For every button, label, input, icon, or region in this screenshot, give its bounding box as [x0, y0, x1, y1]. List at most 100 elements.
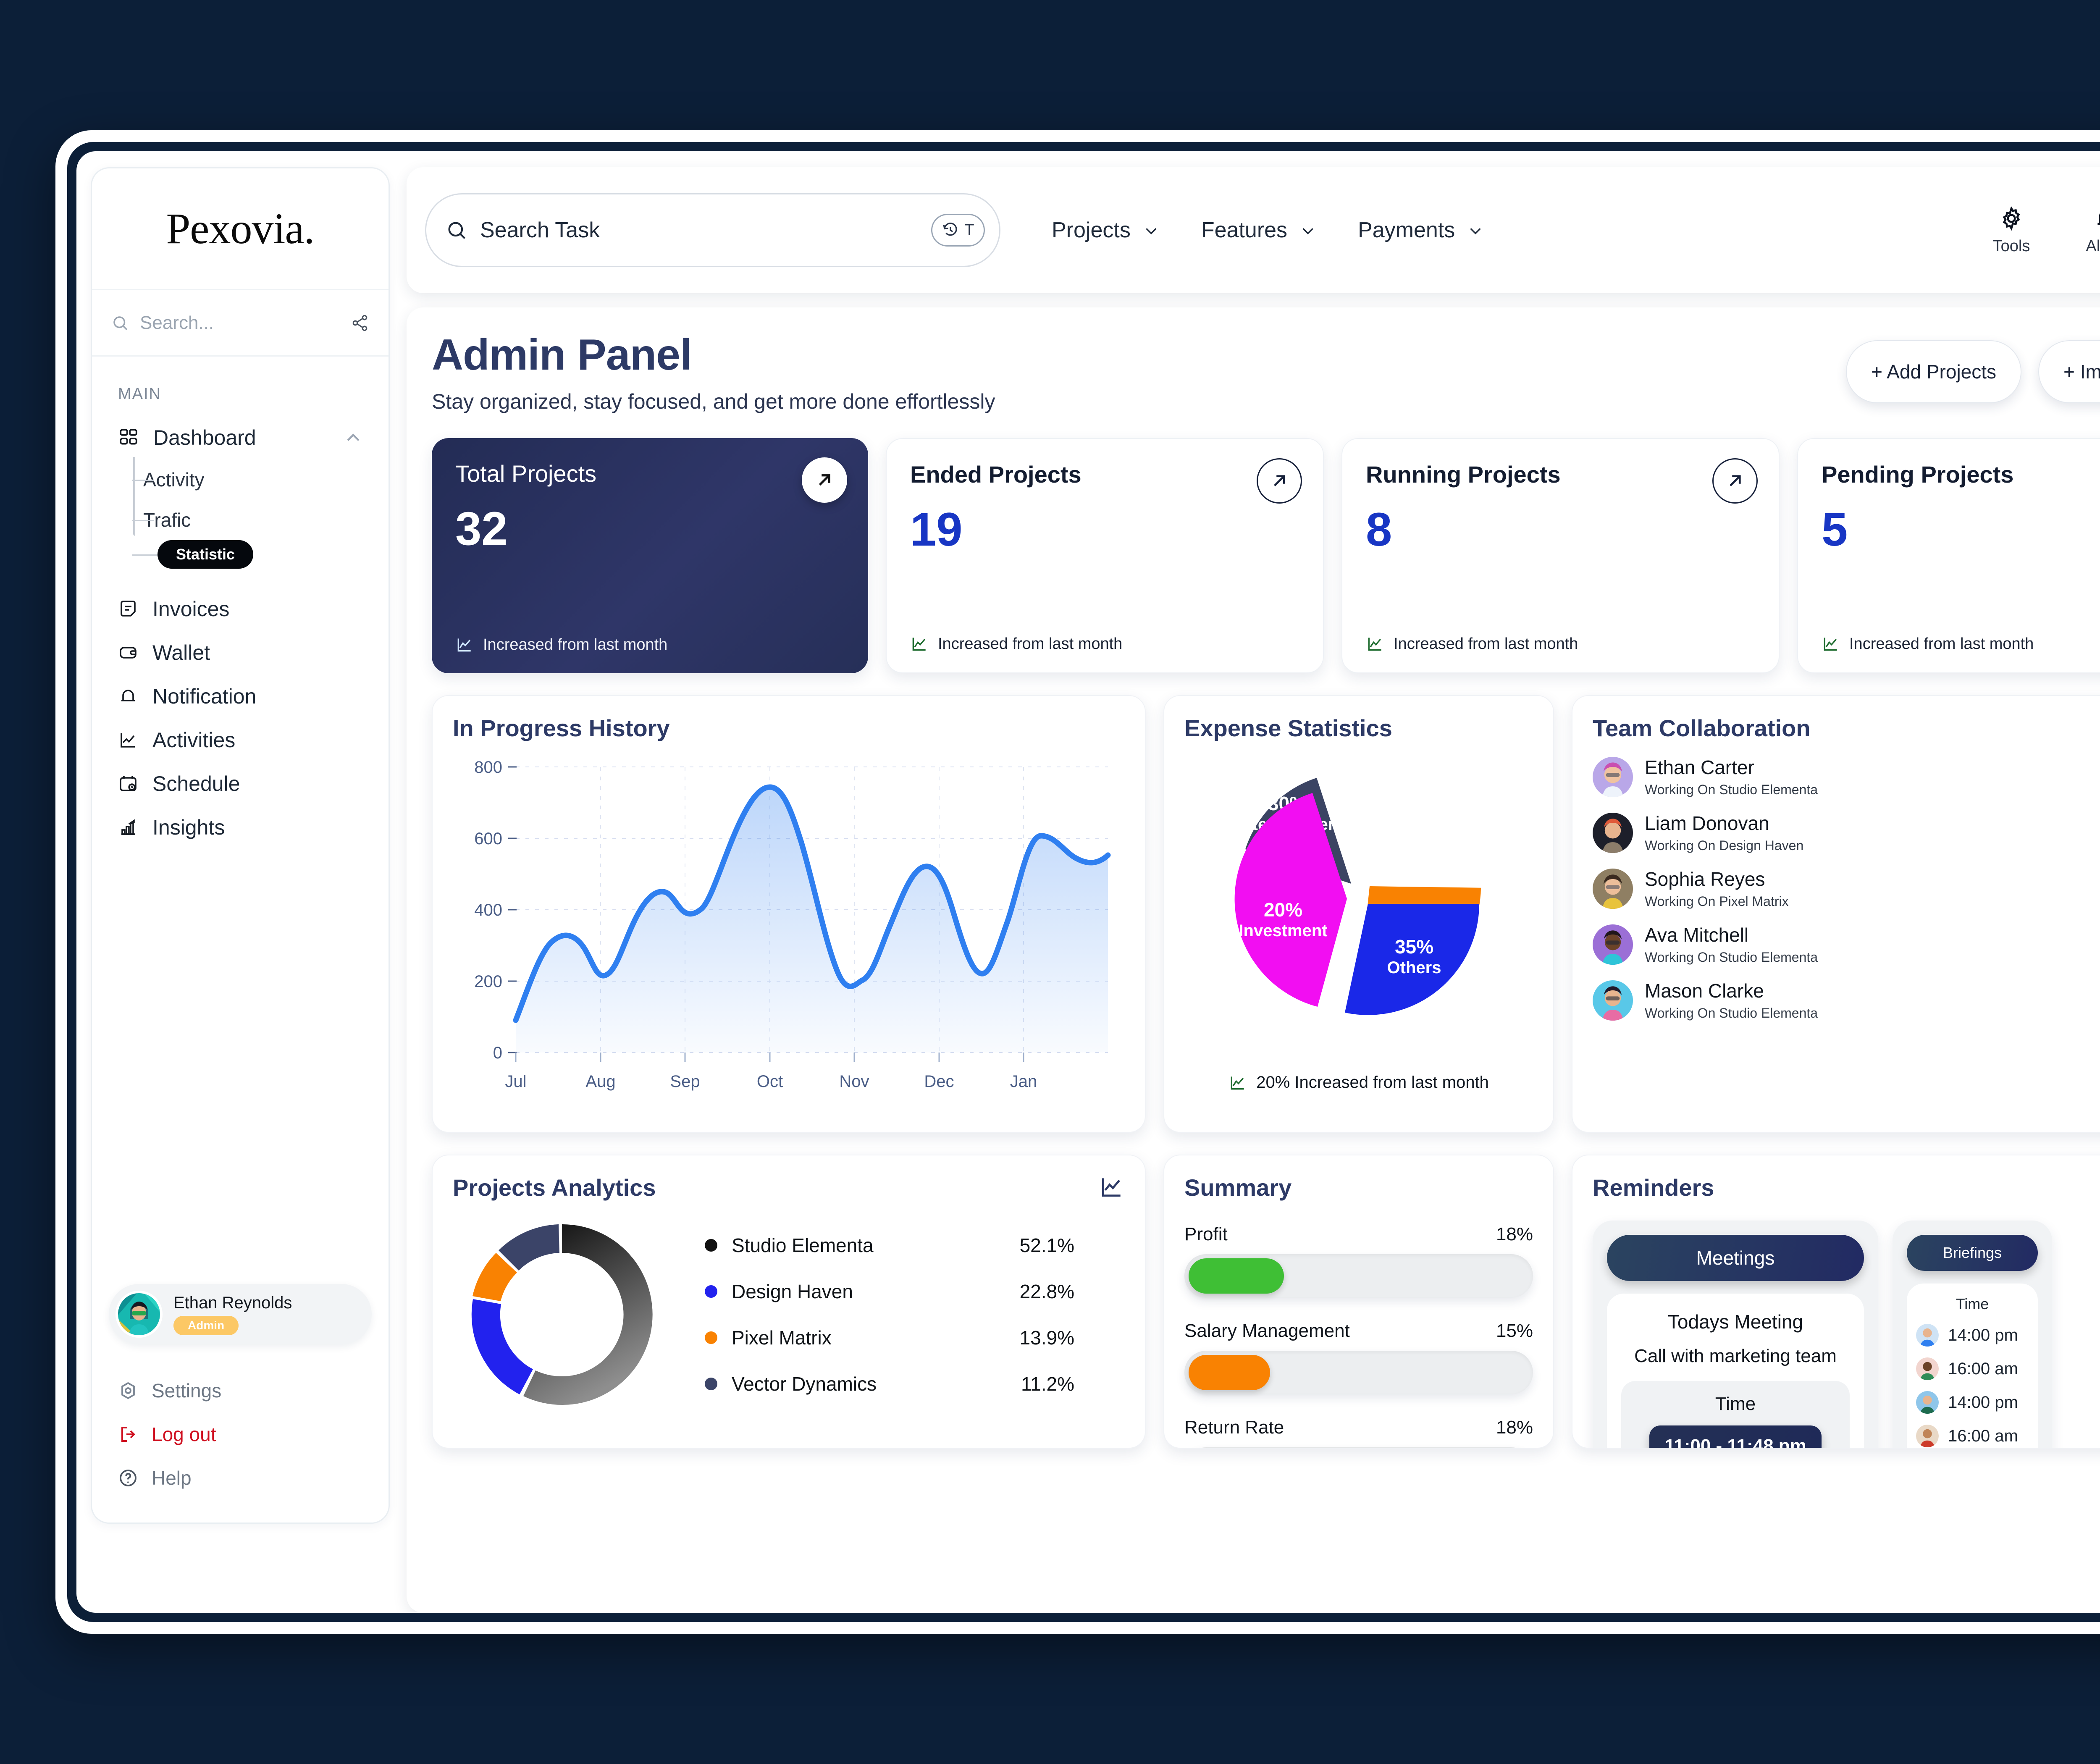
briefing-time: 14:00 pm	[1948, 1393, 2018, 1412]
list-item[interactable]: 14:00 pm	[1916, 1391, 2029, 1414]
svg-text:Jul: Jul	[505, 1072, 526, 1091]
svg-text:800: 800	[474, 758, 502, 777]
search-input[interactable]: Search Task T	[425, 193, 1000, 267]
list-item[interactable]: 16:00 am	[1916, 1425, 2029, 1447]
pie-slice-others[interactable]	[1345, 904, 1479, 1015]
legend-label: Vector Dynamics	[732, 1373, 877, 1395]
projects-analytics-donut	[471, 1224, 653, 1405]
stat-card-total-projects[interactable]: Total Projects 32 Increased from last mo…	[432, 438, 868, 673]
nav-payments[interactable]: Payments	[1338, 218, 1505, 243]
stat-value: 5	[1822, 503, 1848, 556]
svg-text:Sep: Sep	[670, 1072, 700, 1091]
stat-value: 32	[455, 502, 508, 555]
member-name: Liam Donovan	[1645, 812, 1769, 834]
open-arrow-icon[interactable]	[1712, 458, 1758, 504]
stat-card-ended-projects[interactable]: Ended Projects 19 Increased from last mo…	[886, 438, 1324, 673]
open-arrow-icon[interactable]	[802, 457, 847, 503]
donut-slice-studio-elementa[interactable]	[523, 1224, 653, 1405]
stat-card-running-projects[interactable]: Running Projects 8 Increased from last m…	[1341, 438, 1780, 673]
sidebar-item-dashboard[interactable]: Dashboard	[92, 416, 388, 459]
chevron-up-icon[interactable]	[342, 427, 364, 449]
dashboard-row-2: Projects Analytics	[432, 1155, 2100, 1449]
sidebar-profile[interactable]: Ethan Reynolds Admin	[109, 1284, 372, 1344]
panel-title: In Progress History	[453, 715, 670, 741]
chart-line-icon[interactable]	[1099, 1174, 1125, 1200]
search-shortcut-key: T	[964, 221, 974, 239]
sidebar-item-activity[interactable]: Activity	[132, 459, 388, 500]
meeting-time-chip[interactable]: 11:00 - 11:48 pm	[1649, 1425, 1822, 1448]
list-item[interactable]: 16:00 am	[1916, 1357, 2029, 1380]
sidebar-search[interactable]: Search...	[92, 290, 388, 357]
sidebar-item-settings[interactable]: Settings	[109, 1369, 372, 1412]
share-icon[interactable]	[351, 314, 369, 332]
svg-text:Jan: Jan	[1010, 1072, 1037, 1091]
svg-text:Oct: Oct	[757, 1072, 783, 1091]
panel-title: Team Collaboration	[1593, 715, 1811, 741]
reminders-panel: Reminders Meetings Todays Meeting Call w…	[1572, 1155, 2100, 1449]
donut-slice-pixel-matrix[interactable]	[472, 1253, 517, 1301]
pie-slice-investment[interactable]	[1234, 793, 1347, 1007]
list-item[interactable]: 14:00 pm	[1916, 1324, 2029, 1347]
nav-projects[interactable]: Projects	[1032, 218, 1181, 243]
summary-value: 18%	[1496, 1417, 1533, 1438]
content-panel: Admin Panel Stay organized, stay focused…	[407, 307, 2100, 1613]
donut-slice-vector-dynamics[interactable]	[499, 1224, 559, 1270]
chevron-down-icon	[1302, 228, 1313, 235]
briefing-time: 16:00 am	[1948, 1359, 2018, 1378]
search-shortcut-badge[interactable]: T	[931, 214, 985, 247]
sidebar-item-notification[interactable]: Notification	[92, 675, 388, 718]
alerts-button[interactable]: Alerts	[2075, 205, 2100, 255]
add-projects-button[interactable]: + Add Projects	[1846, 340, 2022, 403]
meetings-tab[interactable]: Meetings	[1607, 1235, 1864, 1281]
sidebar-item-wallet[interactable]: Wallet	[92, 631, 388, 675]
import-projects-button[interactable]: + Import Projects	[2038, 340, 2100, 403]
legend-value: 11.2%	[1021, 1373, 1074, 1395]
tools-button[interactable]: Tools	[1980, 205, 2043, 255]
donut-slice-design-haven[interactable]	[471, 1299, 533, 1394]
sidebar-item-label: Help	[152, 1467, 192, 1489]
sidebar-item-help[interactable]: Help	[109, 1456, 372, 1500]
page-header: Admin Panel Stay organized, stay focused…	[432, 330, 2100, 414]
stat-card-pending-projects[interactable]: Pending Projects 5 Increased from last m…	[1797, 438, 2100, 673]
briefings-tab[interactable]: Briefings	[1907, 1235, 2038, 1271]
legend-swatch	[705, 1331, 717, 1344]
open-arrow-icon[interactable]	[1257, 458, 1302, 504]
panel-title: Summary	[1184, 1174, 1292, 1201]
sidebar-item-insights[interactable]: Insights	[92, 806, 388, 849]
stat-cards: Total Projects 32 Increased from last mo…	[432, 438, 2100, 673]
sidebar-item-label: Schedule	[152, 772, 240, 795]
summary-row-profit: Profit 18%	[1184, 1224, 1533, 1245]
sidebar-item-invoices[interactable]: Invoices	[92, 587, 388, 631]
sidebar-item-label: Invoices	[152, 597, 230, 621]
meeting-description: Call with marketing team	[1634, 1346, 1837, 1366]
sidebar-item-logout[interactable]: Log out	[109, 1412, 372, 1456]
svg-text:35%: 35%	[1395, 936, 1433, 958]
avatar	[1593, 924, 1633, 965]
sidebar-item-statistic[interactable]: Statistic	[132, 540, 254, 569]
summary-row-salary: Salary Management 15%	[1184, 1320, 1533, 1341]
sidebar-item-schedule[interactable]: Schedule	[92, 762, 388, 806]
member-sub: Working On Studio Elementa	[1645, 950, 1818, 965]
list-item: Studio Elementa 52.1%	[705, 1234, 1074, 1257]
main-area: Search Task T Projects Features	[404, 151, 2100, 1613]
expense-statistics-panel: Expense Statistics 30% Entertainment	[1163, 695, 1554, 1133]
nav-features[interactable]: Features	[1181, 218, 1338, 243]
avatar	[1916, 1391, 1939, 1414]
sidebar-item-activities[interactable]: Activities	[92, 718, 388, 762]
summary-label: Profit	[1184, 1224, 1228, 1244]
summary-value: 18%	[1496, 1224, 1533, 1244]
bell-icon	[121, 690, 135, 701]
page-subtitle: Stay organized, stay focused, and get mo…	[432, 390, 995, 413]
svg-text:400: 400	[474, 901, 502, 919]
import-projects-label: + Import Projects	[2063, 361, 2100, 383]
nav-label: Features	[1201, 218, 1288, 242]
sidebar-item-label: Statistic	[176, 546, 235, 563]
sidebar-item-trafic[interactable]: Trafic	[132, 500, 388, 540]
sidebar-item-label: Trafic	[143, 509, 191, 531]
brand-logo[interactable]: Pexovia.	[92, 168, 388, 290]
